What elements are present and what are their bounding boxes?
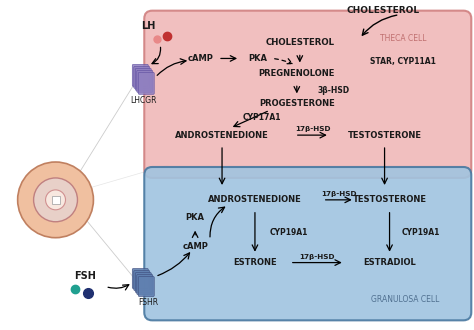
Text: PKA: PKA [186, 213, 205, 222]
Text: FSH: FSH [74, 271, 96, 280]
Text: CYP17A1: CYP17A1 [243, 113, 282, 122]
Text: TESTOSTERONE: TESTOSTERONE [353, 195, 427, 204]
FancyBboxPatch shape [134, 271, 150, 290]
FancyBboxPatch shape [144, 167, 471, 320]
Circle shape [46, 190, 65, 210]
Text: cAMP: cAMP [182, 242, 208, 251]
Text: PREGNENOLONE: PREGNENOLONE [259, 69, 335, 78]
Text: 17β-HSD: 17β-HSD [299, 254, 335, 260]
Text: THECA CELL: THECA CELL [380, 34, 427, 43]
Text: 17β-HSD: 17β-HSD [321, 191, 356, 197]
FancyBboxPatch shape [132, 269, 148, 288]
Text: LH: LH [141, 20, 155, 31]
Text: STAR, CYP11A1: STAR, CYP11A1 [370, 57, 436, 66]
Text: CYP19A1: CYP19A1 [270, 228, 308, 237]
Text: ESTRONE: ESTRONE [233, 258, 277, 267]
Text: GRANULOSA CELL: GRANULOSA CELL [371, 295, 439, 304]
FancyBboxPatch shape [135, 68, 151, 90]
FancyBboxPatch shape [132, 64, 148, 86]
Text: 17β-HSD: 17β-HSD [295, 126, 330, 132]
Text: ANDROSTENEDIONE: ANDROSTENEDIONE [175, 131, 269, 140]
Circle shape [34, 178, 77, 222]
FancyBboxPatch shape [138, 72, 154, 94]
Text: ESTRADIOL: ESTRADIOL [363, 258, 416, 267]
Text: 3β-HSD: 3β-HSD [318, 86, 350, 95]
FancyBboxPatch shape [144, 11, 471, 178]
Circle shape [18, 162, 93, 238]
FancyBboxPatch shape [137, 70, 153, 92]
Text: LHCGR: LHCGR [130, 96, 156, 105]
FancyBboxPatch shape [135, 273, 151, 292]
Text: TESTOSTERONE: TESTOSTERONE [347, 131, 421, 140]
FancyBboxPatch shape [138, 277, 154, 296]
FancyBboxPatch shape [52, 196, 60, 204]
Text: CHOLESTEROL: CHOLESTEROL [346, 6, 419, 15]
FancyBboxPatch shape [137, 275, 153, 294]
Text: CHOLESTEROL: CHOLESTEROL [265, 38, 334, 47]
FancyBboxPatch shape [134, 66, 150, 88]
Text: FSHR: FSHR [138, 298, 158, 307]
Text: PKA: PKA [248, 54, 267, 63]
Text: cAMP: cAMP [187, 54, 213, 63]
Text: CYP19A1: CYP19A1 [401, 228, 440, 237]
Text: ANDROSTENEDIONE: ANDROSTENEDIONE [208, 195, 302, 204]
Text: PROGESTERONE: PROGESTERONE [259, 99, 335, 108]
